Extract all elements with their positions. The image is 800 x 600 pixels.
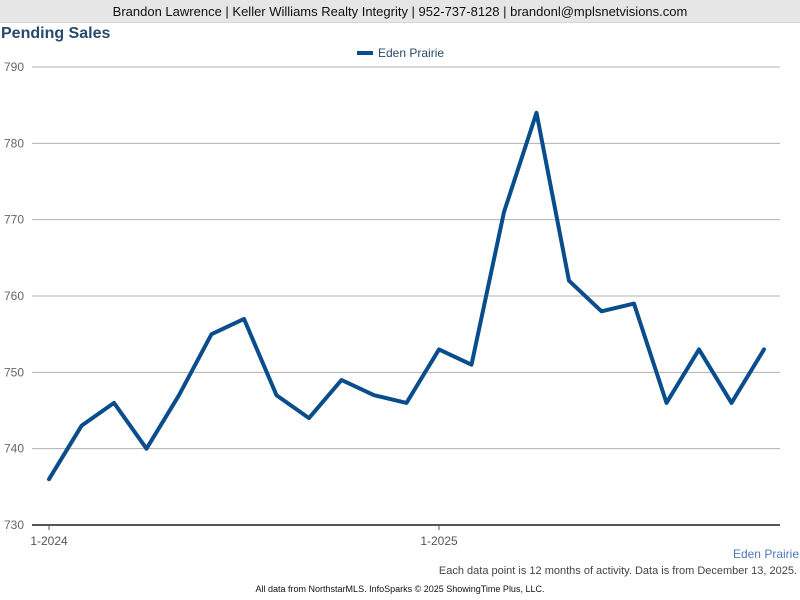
x-tick-label: 1-2025 <box>420 534 458 548</box>
legend-swatch <box>357 51 373 55</box>
y-tick-label: 760 <box>4 289 24 303</box>
data-footnote: Each data point is 12 months of activity… <box>438 565 797 577</box>
y-tick-label: 730 <box>4 518 24 532</box>
legend-label: Eden Prairie <box>378 46 445 60</box>
location-label: Eden Prairie <box>732 547 799 561</box>
chart-legend[interactable]: Eden Prairie <box>357 46 444 60</box>
y-tick-label: 780 <box>4 136 24 150</box>
y-tick-label: 740 <box>4 442 24 456</box>
series-line-eden-prairie <box>47 110 766 482</box>
line-chart: 730 740 750 760 770 780 790 1-2024 1-2025 <box>4 60 780 548</box>
y-tick-label: 770 <box>4 213 24 227</box>
data-credit: All data from NorthstarMLS. InfoSparks ©… <box>255 584 545 594</box>
y-tick-label: 750 <box>4 365 24 379</box>
contact-banner: Brandon Lawrence | Keller Williams Realt… <box>0 0 800 23</box>
x-tick-label: 1-2024 <box>30 534 68 548</box>
chart-title: Pending Sales <box>1 25 111 42</box>
y-tick-label: 790 <box>4 60 24 74</box>
